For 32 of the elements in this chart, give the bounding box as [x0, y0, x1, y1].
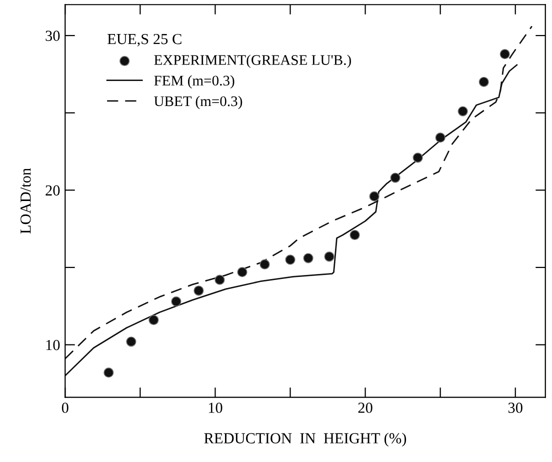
point [478, 76, 489, 87]
point [324, 252, 334, 262]
point [260, 259, 270, 270]
point [390, 172, 400, 183]
x-tick-label: 0 [62, 402, 68, 413]
point [303, 253, 314, 264]
point [237, 267, 248, 278]
point [214, 274, 225, 285]
y-tick-label: 10 [46, 340, 60, 350]
point [458, 106, 468, 116]
legend-label: EXPERIMENT(GREASE LU'B.) [154, 54, 351, 68]
point [104, 368, 114, 378]
x-tick-label: 30 [508, 402, 522, 413]
point [412, 152, 423, 163]
legend-label: FEM (m=0.3) [154, 75, 234, 89]
point [500, 49, 510, 60]
legend-title: EUE,S 25 C [108, 34, 182, 46]
y-tick-label: 30 [46, 30, 60, 41]
point [194, 286, 204, 296]
point [435, 132, 446, 143]
point [350, 230, 360, 240]
y-tick-label: 20 [46, 185, 60, 196]
point [171, 296, 182, 307]
legend-label: UBET (m=0.3) [154, 96, 242, 110]
point [369, 191, 380, 202]
y-axis-title: LOAD/ton [20, 168, 31, 234]
x-axis-title: REDUCTION IN HEIGHT (%) [204, 432, 406, 447]
point [285, 254, 296, 265]
x-tick-label: 10 [208, 402, 222, 413]
point [126, 336, 136, 347]
x-tick-label: 20 [358, 402, 372, 413]
point [148, 314, 159, 326]
